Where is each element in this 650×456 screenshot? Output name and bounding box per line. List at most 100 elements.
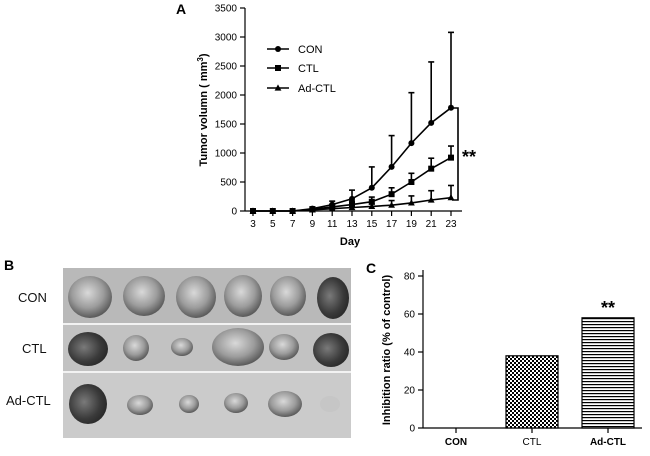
tumor-adctl-2 <box>127 395 153 415</box>
photo-row-label-ctl: CTL <box>22 341 47 356</box>
line-y-tick-label: 3000 <box>215 33 238 44</box>
line-y-tick-label: 1500 <box>215 120 238 131</box>
panel-b-letter: B <box>4 257 14 273</box>
tumor-adctl-5 <box>268 391 302 417</box>
data-point-ctl <box>388 191 395 198</box>
data-point-ad-ctl <box>249 207 257 214</box>
line-x-tick-label: 9 <box>310 219 316 230</box>
series-ad-ctl <box>249 184 455 214</box>
line-y-tick-label: 1000 <box>215 149 238 160</box>
line-x-tick-label: 3 <box>250 219 256 230</box>
line-chart-y-label-main: Tumor volumn ( mm <box>198 61 210 166</box>
tumor-ctl-5 <box>269 334 299 360</box>
line-y-tick-label: 2000 <box>215 91 238 102</box>
legend-marker-ad-ctl <box>274 84 282 91</box>
bar-chart-y-label: Inhibition ratio (% of control) <box>381 275 393 426</box>
photo-row-adctl-bg <box>63 372 351 438</box>
line-x-tick-label: 19 <box>406 219 418 230</box>
line-x-tick-label: 15 <box>366 219 378 230</box>
tumor-ctl-4 <box>212 328 264 366</box>
line-x-tick-label: 21 <box>426 219 438 230</box>
bar-y-tick-label: 40 <box>404 348 416 359</box>
tumor-con-1 <box>68 276 112 318</box>
data-point-ad-ctl <box>427 196 435 203</box>
tumor-con-5 <box>270 276 306 316</box>
data-point-ad-ctl <box>289 207 296 214</box>
data-point-ad-ctl <box>388 201 395 208</box>
legend-item-ad-ctl: Ad-CTL <box>267 83 336 95</box>
photo-row-ctl-bg <box>63 324 351 372</box>
line-chart-y-label-close: ) <box>198 53 210 57</box>
bar-chart-significance: ** <box>601 298 615 318</box>
bar-x-label-con: CON <box>445 437 467 448</box>
bar-ad-ctl <box>581 317 635 429</box>
bar-y-tick-label: 20 <box>404 386 416 397</box>
data-point-con <box>428 119 435 126</box>
tumor-volume-chart: 0 500 1000 1500 2000 2500 3000 3500 3 5 7 9 11 13 15 1… <box>196 4 476 249</box>
tumor-adctl-1 <box>69 384 107 424</box>
line-x-tick-label: 13 <box>346 219 358 230</box>
line-chart-y-label: Tumor volumn ( mm3) <box>196 53 210 166</box>
line-x-tick-label: 23 <box>445 219 457 230</box>
data-point-ctl <box>448 154 454 161</box>
line-x-tick-label: 11 <box>327 219 338 230</box>
legend-item-con: CON <box>267 44 323 56</box>
tumor-con-3 <box>176 276 216 318</box>
legend-label-ad-ctl: Ad-CTL <box>298 83 336 95</box>
bar-y-tick-label: 80 <box>404 272 416 283</box>
bar-ctl <box>505 355 559 429</box>
tumor-adctl-3 <box>179 395 199 413</box>
tumor-ctl-6 <box>313 333 349 367</box>
series-con <box>250 31 454 214</box>
line-x-tick-label: 5 <box>270 219 276 230</box>
panel-a-letter: A <box>176 1 186 17</box>
legend-label-con: CON <box>298 44 323 56</box>
data-point-con <box>368 184 375 191</box>
bar-y-tick-label: 0 <box>409 424 415 435</box>
bar-x-label-ctl: CTL <box>523 437 542 448</box>
series-ctl <box>250 145 454 214</box>
tumor-ctl-2 <box>123 335 149 361</box>
line-y-tick-label: 500 <box>220 178 237 189</box>
tumor-photo-panel: CON CTL Ad-CTL <box>6 268 351 438</box>
significance-bracket <box>452 107 459 201</box>
data-point-ad-ctl <box>447 194 455 201</box>
legend-item-ctl: CTL <box>267 63 319 75</box>
line-y-tick-label: 2500 <box>215 62 238 73</box>
tumor-ctl-3 <box>171 338 193 356</box>
line-chart-significance: ** <box>462 147 476 167</box>
legend-label-ctl: CTL <box>298 63 319 75</box>
photo-row-label-con: CON <box>18 290 47 305</box>
data-point-con <box>408 140 415 147</box>
data-point-ctl <box>368 198 375 205</box>
line-y-tick-label: 0 <box>231 207 237 218</box>
line-chart-x-label: Day <box>340 236 361 248</box>
data-point-ad-ctl <box>348 203 356 211</box>
data-point-con <box>388 163 395 170</box>
bar-x-label-ad-ctl: Ad-CTL <box>590 437 626 448</box>
data-point-ad-ctl <box>269 207 277 214</box>
tumor-con-2 <box>123 276 165 316</box>
data-point-ctl <box>428 165 435 172</box>
data-point-ad-ctl <box>408 199 415 206</box>
tumor-adctl-6 <box>320 396 340 412</box>
data-point-con <box>349 195 355 202</box>
data-point-ad-ctl <box>309 206 316 213</box>
line-x-tick-label: 7 <box>290 219 296 230</box>
line-x-tick-label: 17 <box>386 219 398 230</box>
data-point-ad-ctl <box>368 202 376 209</box>
data-point-ad-ctl <box>328 205 336 212</box>
line-y-tick-label: 3500 <box>215 4 238 15</box>
legend-marker-con <box>275 46 281 52</box>
panel-c-letter: C <box>366 260 376 276</box>
tumor-con-4 <box>224 275 262 317</box>
inhibition-bar-chart: 0 20 40 60 80 CON CTL Ad-CTL Inhibition ratio … <box>381 270 642 448</box>
data-point-con <box>448 104 454 111</box>
line-chart-y-label-superscript: 3 <box>196 57 205 62</box>
legend-marker-ctl <box>275 65 281 71</box>
tumor-ctl-1 <box>68 332 108 366</box>
tumor-con-6 <box>317 277 349 319</box>
data-point-ctl <box>408 179 415 185</box>
photo-row-label-adctl: Ad-CTL <box>6 393 51 408</box>
